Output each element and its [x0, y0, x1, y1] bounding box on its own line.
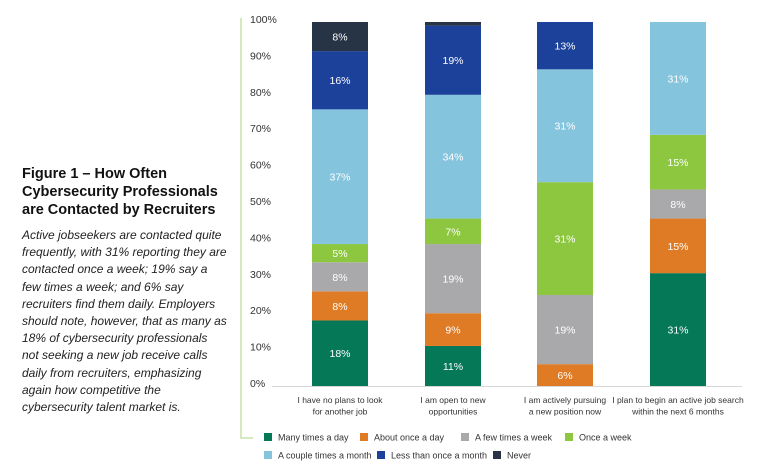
legend-label: A few times a week	[475, 433, 553, 443]
x-category-label: a new position now	[529, 407, 602, 417]
x-category-label: I am actively pursuing	[524, 395, 606, 405]
y-tick-label: 80%	[250, 87, 271, 99]
bar-data-label: 11%	[443, 361, 463, 373]
bar-data-label: 8%	[332, 301, 347, 313]
bar-segment	[312, 262, 368, 292]
legend-swatch	[264, 433, 272, 441]
legend-swatch	[377, 451, 385, 459]
legend-swatch	[360, 433, 368, 441]
y-tick-label: 20%	[250, 305, 271, 317]
bar-segment	[537, 69, 593, 183]
bar-data-label: 6%	[557, 370, 572, 382]
bar-segment	[312, 51, 368, 110]
bar-segment	[312, 291, 368, 321]
bar-data-label: 31%	[554, 121, 575, 133]
bar-data-label: 7%	[445, 226, 460, 238]
x-category-label: for another job	[313, 407, 368, 417]
x-category-label: I plan to begin an active job search	[612, 395, 744, 405]
bar-data-label: 34%	[442, 152, 463, 164]
legend-swatch	[493, 451, 501, 459]
bar-data-label: 8%	[670, 199, 685, 211]
y-tick-label: 60%	[250, 160, 271, 172]
y-tick-label: 90%	[250, 50, 271, 62]
x-category-label: opportunities	[429, 407, 478, 417]
bar-data-label: 8%	[332, 32, 347, 44]
bar-segment	[650, 22, 706, 135]
y-tick-label: 30%	[250, 269, 271, 281]
bar-data-label: 18%	[329, 348, 350, 360]
y-tick-label: 100%	[250, 14, 277, 26]
bar-segment	[537, 22, 593, 70]
bar-segment	[650, 273, 706, 386]
bar-segment	[537, 182, 593, 295]
bar-data-label: 13%	[554, 41, 575, 53]
bar-data-label: 15%	[667, 157, 688, 169]
y-tick-label: 50%	[250, 196, 271, 208]
bar-segment	[312, 320, 368, 386]
bar-segment	[312, 109, 368, 245]
bar-data-label: 31%	[667, 325, 688, 337]
bar-data-label: 16%	[329, 75, 350, 87]
bar-segment	[425, 94, 481, 219]
bar-data-label: 37%	[329, 172, 350, 184]
figure-caption: Figure 1 – How Often Cybersecurity Profe…	[22, 165, 227, 416]
bar-data-label: 19%	[554, 325, 575, 337]
bar-segment	[312, 22, 368, 52]
bar-data-label: 31%	[554, 234, 575, 246]
bar-data-label: 15%	[667, 241, 688, 253]
x-category-label: I am open to new	[420, 395, 486, 405]
figure-title: Figure 1 – How Often Cybersecurity Profe…	[22, 166, 218, 218]
bar-data-label: 31%	[667, 73, 688, 85]
bar-data-label: 5%	[332, 248, 347, 260]
bar-segment	[425, 345, 481, 386]
legend-label: About once a day	[374, 433, 445, 443]
legend-swatch	[461, 433, 469, 441]
legend-label: Once a week	[579, 433, 632, 443]
legend-label: Less than once a month	[391, 451, 487, 461]
legend-label: A couple times a month	[278, 451, 372, 461]
y-tick-label: 0%	[250, 378, 265, 390]
bar-data-label: 8%	[332, 272, 347, 284]
legend-swatch	[264, 451, 272, 459]
bar-segment	[537, 364, 593, 386]
legend-label: Never	[507, 451, 531, 461]
bar-segment	[425, 244, 481, 314]
y-axis-line	[240, 18, 253, 439]
y-tick-label: 10%	[250, 342, 271, 354]
x-category-label: I have no plans to look	[297, 395, 383, 405]
legend-label: Many times a day	[278, 433, 349, 443]
bar-segment	[537, 295, 593, 365]
legend-swatch	[565, 433, 573, 441]
bar-segment	[425, 25, 481, 95]
bar-segment	[650, 218, 706, 274]
x-category-label: within the next 6 months	[631, 407, 724, 417]
bar-segment	[312, 244, 368, 263]
bar-segment	[425, 313, 481, 346]
y-tick-label: 70%	[250, 123, 271, 135]
bar-segment	[425, 22, 481, 26]
bar-segment	[650, 134, 706, 190]
figure-description: Active jobseekers are contacted quite fr…	[22, 228, 227, 415]
bar-segment	[425, 218, 481, 245]
bar-data-label: 9%	[445, 325, 460, 337]
y-tick-label: 40%	[250, 232, 271, 244]
bar-data-label: 19%	[442, 274, 463, 286]
bar-data-label: 19%	[442, 55, 463, 67]
bar-segment	[650, 189, 706, 219]
